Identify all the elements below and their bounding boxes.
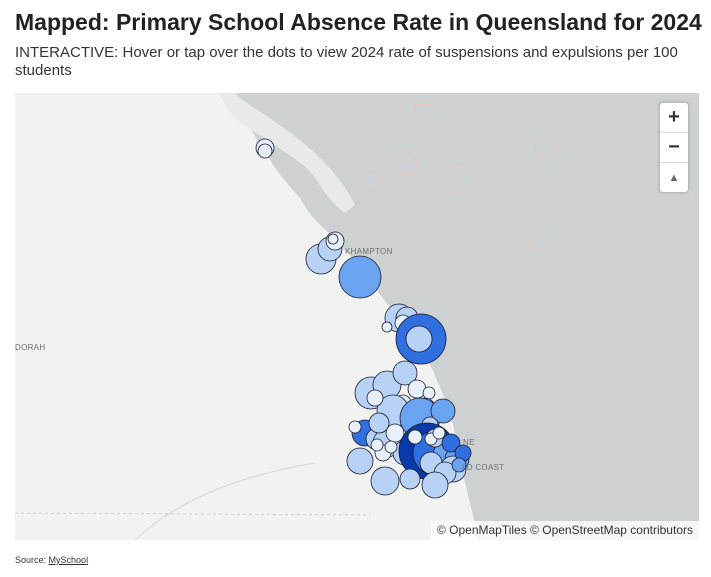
school-dot[interactable]	[370, 466, 400, 496]
school-dot[interactable]	[327, 233, 339, 245]
zoom-in-button[interactable]: +	[660, 103, 688, 133]
school-dot[interactable]	[422, 386, 436, 400]
school-dot[interactable]	[366, 389, 384, 407]
school-dot[interactable]	[384, 440, 398, 454]
school-dot[interactable]	[405, 325, 433, 353]
school-dot[interactable]	[441, 433, 461, 453]
source-link[interactable]: MySchool	[48, 555, 89, 565]
school-dot[interactable]	[432, 426, 446, 440]
school-dot[interactable]	[399, 468, 421, 490]
school-dot[interactable]	[421, 471, 449, 499]
school-dot[interactable]	[368, 412, 390, 434]
label-gold-coast: LD COAST	[462, 463, 505, 472]
source-note: Source: MySchool	[15, 555, 88, 565]
zoom-out-button[interactable]: −	[660, 133, 688, 163]
school-dot[interactable]	[430, 398, 456, 424]
compass-reset-button[interactable]: ▲	[668, 171, 680, 184]
school-dot[interactable]	[392, 360, 418, 386]
source-label: Source:	[15, 555, 47, 565]
school-dot[interactable]	[385, 423, 405, 443]
map-attribution[interactable]: © OpenMapTiles © OpenStreetMap contribut…	[430, 521, 699, 540]
school-dot[interactable]	[348, 420, 362, 434]
school-dot[interactable]	[407, 429, 423, 445]
school-dots-layer[interactable]	[15, 93, 699, 540]
page-subtitle: INTERACTIVE: Hover or tap over the dots …	[15, 44, 678, 79]
school-dot[interactable]	[346, 447, 374, 475]
school-dot[interactable]	[338, 255, 382, 299]
school-dot[interactable]	[370, 438, 384, 452]
school-dot[interactable]	[257, 143, 273, 159]
school-dot[interactable]	[381, 321, 393, 333]
label-brisbane: NE	[463, 438, 475, 447]
school-dot[interactable]	[451, 457, 467, 473]
map-zoom-controls: + − ▲	[659, 102, 689, 193]
label-goondoorah: DORAH	[15, 343, 46, 352]
map-canvas[interactable]: KHAMPTON DORAH NE LD COAST + − ▲ © OpenM…	[15, 93, 699, 540]
label-rockhampton: KHAMPTON	[345, 247, 393, 256]
page-title: Mapped: Primary School Absence Rate in Q…	[15, 9, 702, 35]
